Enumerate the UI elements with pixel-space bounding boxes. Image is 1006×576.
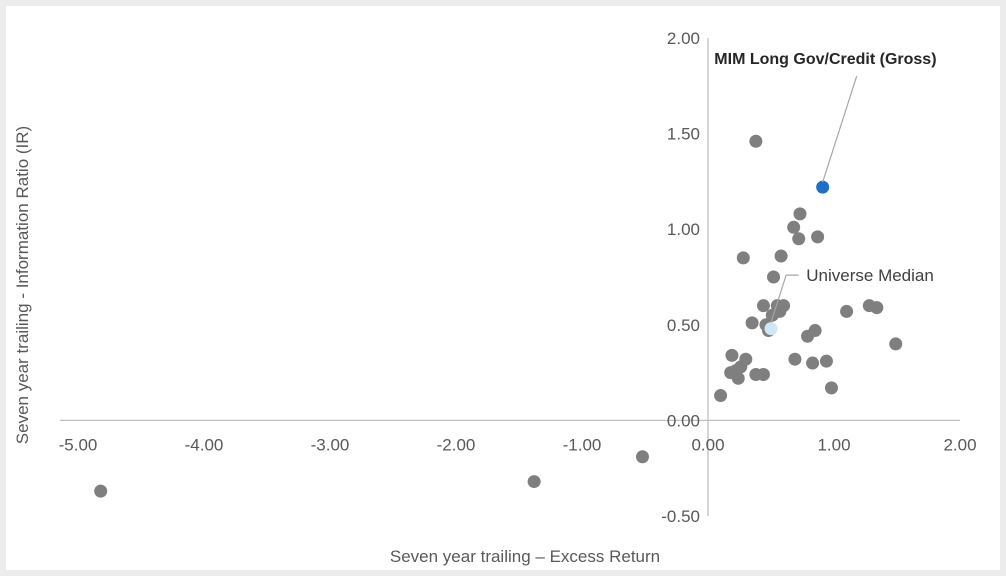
y-tick-label: -0.50	[661, 507, 700, 526]
x-axis-title: Seven year trailing – Excess Return	[390, 547, 660, 566]
data-point	[714, 389, 728, 403]
data-point	[840, 304, 854, 318]
data-points	[94, 134, 903, 498]
data-point	[94, 484, 108, 498]
x-tick-label: 1.00	[817, 435, 850, 454]
y-tick-label: 1.00	[667, 220, 700, 239]
data-point	[824, 381, 838, 395]
data-point	[725, 348, 739, 362]
highlight-point	[816, 180, 830, 194]
data-point	[756, 368, 770, 382]
data-point	[788, 352, 802, 366]
annotations: Universe Median MIM Long Gov/Credit (Gros…	[714, 51, 937, 323]
x-tick-label: -3.00	[311, 435, 350, 454]
data-point	[774, 249, 788, 263]
data-point	[635, 450, 649, 464]
data-point	[749, 134, 763, 148]
data-point	[819, 354, 833, 368]
data-point	[777, 299, 791, 313]
median-point	[764, 322, 778, 336]
x-tick-label: -5.00	[59, 435, 98, 454]
x-tick-label: 0.00	[691, 435, 724, 454]
data-point	[889, 337, 903, 351]
highlight-leader-line	[822, 76, 858, 183]
y-tick-label: 2.00	[667, 29, 700, 48]
x-tick-label: 2.00	[943, 435, 976, 454]
data-point	[787, 220, 801, 234]
median-label: Universe Median	[806, 266, 934, 285]
tick-labels: -5.00 -4.00 -3.00 -2.00 -1.00 0.00 1.00 2.00 2.0…	[59, 29, 977, 526]
y-tick-label: 0.50	[667, 316, 700, 335]
data-point	[870, 301, 884, 315]
data-point	[806, 356, 820, 370]
y-tick-label: 0.00	[667, 411, 700, 430]
chart-frame: -5.00 -4.00 -3.00 -2.00 -1.00 0.00 1.00 2.00 2.0…	[6, 6, 1000, 570]
x-tick-label: -4.00	[185, 435, 224, 454]
data-point	[767, 270, 781, 284]
x-tick-label: -2.00	[437, 435, 476, 454]
data-point	[731, 371, 745, 385]
data-point	[736, 251, 750, 265]
highlight-label: MIM Long Gov/Credit (Gross)	[714, 51, 936, 68]
data-point	[745, 316, 759, 330]
data-point	[739, 352, 753, 366]
data-point	[808, 324, 822, 338]
data-point	[756, 299, 770, 313]
y-axis-title: Seven year trailing - Information Ratio …	[13, 126, 32, 444]
data-point	[527, 475, 541, 489]
data-point	[793, 207, 807, 221]
y-tick-label: 1.50	[667, 125, 700, 144]
scatter-chart: -5.00 -4.00 -3.00 -2.00 -1.00 0.00 1.00 2.00 2.0…	[13, 29, 977, 566]
median-leader-line	[770, 274, 799, 323]
x-tick-label: -1.00	[563, 435, 602, 454]
axes	[60, 38, 960, 516]
data-point	[811, 230, 825, 244]
data-point	[792, 232, 806, 246]
